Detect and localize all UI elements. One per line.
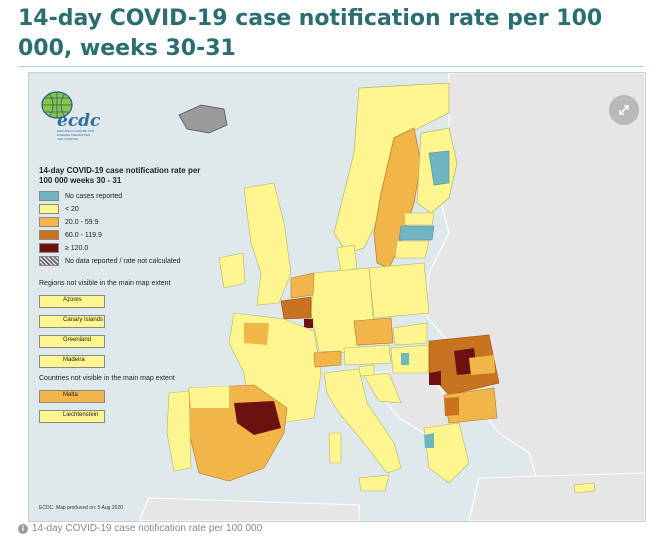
ecdc-logo-subtext: EUROPEAN CENTRE FOR DISEASE PREVENTION A… xyxy=(57,129,95,141)
country-inset: Malta xyxy=(39,390,105,403)
netherlands xyxy=(290,272,315,299)
figure-caption: i 14-day COVID-19 case notification rate… xyxy=(18,523,262,534)
expand-button[interactable] xyxy=(609,95,639,125)
country-item: Malta xyxy=(39,389,229,404)
estonia xyxy=(403,212,435,226)
finland-east xyxy=(428,150,450,186)
region-label: Canary Islands xyxy=(63,317,104,323)
cyprus xyxy=(573,482,596,494)
croatia xyxy=(363,372,402,404)
country-item: Liechtenstein xyxy=(39,409,229,424)
legend-swatch xyxy=(39,243,59,253)
region-inset: Madeira xyxy=(39,355,105,368)
bulgaria-west xyxy=(444,397,459,416)
expand-icon xyxy=(619,105,629,115)
ireland xyxy=(218,252,246,289)
country-label: Malta xyxy=(63,392,78,398)
belgium xyxy=(280,296,312,320)
slovenia xyxy=(358,364,375,377)
region-inset: Canary Islands xyxy=(39,315,105,328)
greece xyxy=(423,422,470,484)
map-figure: ecdc EUROPEAN CENTRE FOR DISEASE PREVENT… xyxy=(28,72,646,522)
region-item: Madeira xyxy=(39,354,229,369)
region-label: Madeira xyxy=(63,357,85,363)
north-africa-land xyxy=(138,497,360,521)
region-inset: Azores xyxy=(39,295,105,308)
iceland xyxy=(178,104,228,134)
spain-hotspot xyxy=(234,401,281,435)
map-legend: 14-day COVID-19 case notification rate p… xyxy=(39,166,229,429)
czechia xyxy=(353,317,394,346)
page-title: 14-day COVID-19 case notification rate p… xyxy=(18,6,603,61)
legend-item: < 20 xyxy=(39,203,229,215)
legend-item: No data reported / rate not calculated xyxy=(39,255,229,267)
lithuania xyxy=(394,240,430,259)
globe-icon xyxy=(41,91,73,119)
ecdc-logo xyxy=(39,87,101,145)
austria xyxy=(343,344,392,366)
denmark xyxy=(336,244,358,274)
luxembourg xyxy=(304,319,313,328)
region-label: Azores xyxy=(63,297,82,303)
region-item: Canary Islands xyxy=(39,314,229,329)
united-kingdom xyxy=(243,182,292,306)
legend-swatch xyxy=(39,230,59,240)
slovakia xyxy=(392,322,428,346)
sicily xyxy=(358,474,390,492)
legend-swatch-hatched xyxy=(39,256,59,266)
region-item: Greenland xyxy=(39,334,229,349)
countries-heading: Countries not visible in the main map ex… xyxy=(39,375,175,382)
legend-label: 20.0 - 59.9 xyxy=(65,218,99,226)
info-icon: i xyxy=(18,523,28,534)
legend-label: < 20 xyxy=(65,205,79,213)
regions-heading: Regions not visible in the main map exte… xyxy=(39,280,171,287)
legend-item: 20.0 - 59.9 xyxy=(39,216,229,228)
title-divider xyxy=(18,66,644,67)
legend-swatch xyxy=(39,191,59,201)
region-item: Azores xyxy=(39,294,229,309)
portugal xyxy=(166,390,192,472)
greece-west xyxy=(424,433,434,448)
legend-label: 60.0 - 119.9 xyxy=(65,231,102,239)
romania-hotspot-2 xyxy=(429,371,441,385)
region-label: Greenland xyxy=(63,337,92,343)
legend-heading: 14-day COVID-19 case notification rate p… xyxy=(39,166,201,185)
caption-text: 14-day COVID-19 case notification rate p… xyxy=(32,523,263,534)
country-label: Liechtenstein xyxy=(63,412,99,418)
ecdc-logo-text: ecdc xyxy=(57,111,101,131)
norway xyxy=(333,82,450,254)
hungary-east xyxy=(401,353,409,365)
poland xyxy=(368,262,430,319)
legend-item: No cases reported xyxy=(39,190,229,202)
map-produced-note: ECDC. Map produced on: 5 Aug 2020 xyxy=(39,505,123,511)
romania-south xyxy=(469,355,495,375)
europe-map xyxy=(138,73,645,521)
region-inset: Greenland xyxy=(39,335,105,348)
hungary xyxy=(390,344,430,374)
legend-item: 60.0 - 119.9 xyxy=(39,229,229,241)
legend-label: No cases reported xyxy=(65,192,123,200)
italy xyxy=(323,368,402,474)
sardinia xyxy=(328,432,342,464)
spain-north xyxy=(189,386,229,408)
legend-label: ≥ 120.0 xyxy=(65,244,89,252)
latvia xyxy=(398,225,435,241)
legend-swatch xyxy=(39,217,59,227)
legend-item: ≥ 120.0 xyxy=(39,242,229,254)
switzerland xyxy=(313,350,342,368)
turkey-land xyxy=(468,472,645,521)
legend-label: No data reported / rate not calculated xyxy=(65,257,181,265)
legend-swatch xyxy=(39,204,59,214)
france-northwest xyxy=(244,323,269,345)
country-inset: Liechtenstein xyxy=(39,410,105,423)
